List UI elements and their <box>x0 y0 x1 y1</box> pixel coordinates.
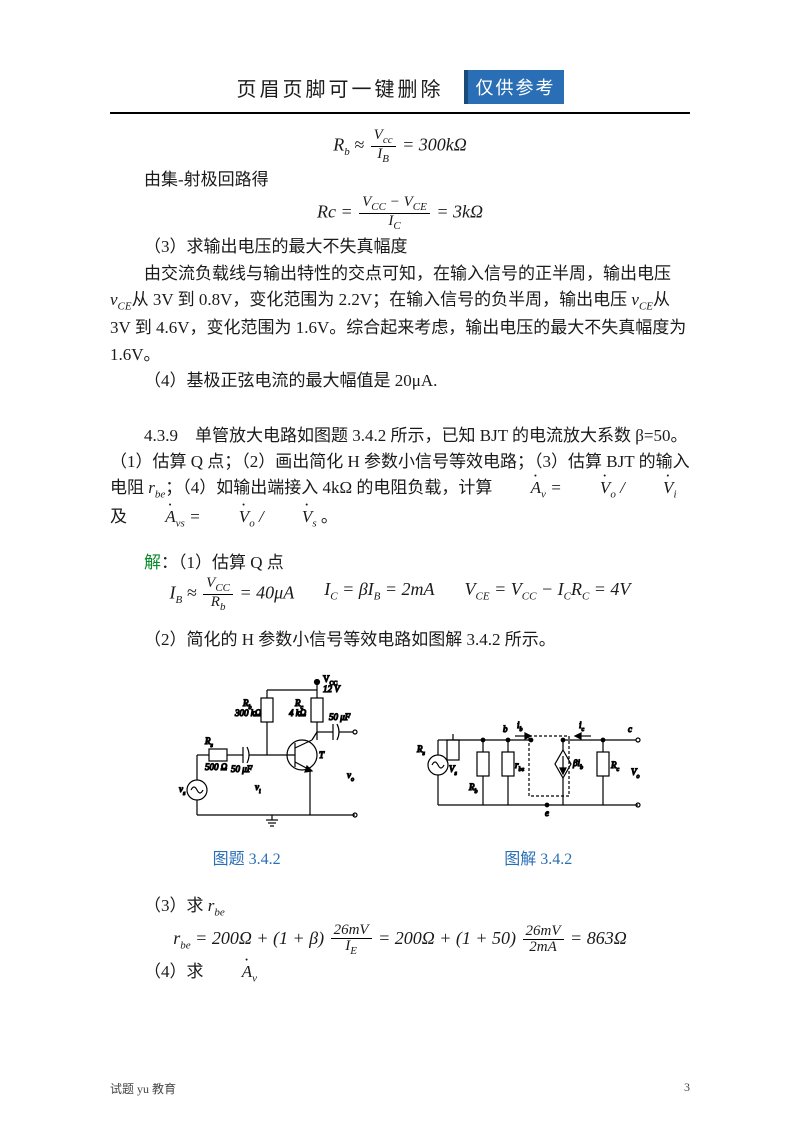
footer-left: 试题 yu 教育 <box>110 1080 176 1097</box>
problem-439: 4.3.9 单管放大电路如图题 3.4.2 所示，已知 BJT 的电流放大系数 … <box>110 423 690 533</box>
footer-page-number: 3 <box>684 1080 690 1097</box>
svg-text:rbe: rbe <box>515 760 525 773</box>
svg-text:vs: vs <box>179 784 186 797</box>
svg-text:50 μF: 50 μF <box>329 712 351 722</box>
figures-row: VCC 12 V Rc 4 kΩ Rb 300 kΩ <box>110 670 690 840</box>
svg-text:Rs: Rs <box>204 736 214 749</box>
header-divider <box>110 112 690 114</box>
svg-text:500 Ω: 500 Ω <box>205 762 228 772</box>
section-4: （4）基极正弦电流的最大幅值是 20μA. <box>110 368 690 394</box>
svg-text:Rs: Rs <box>416 744 426 757</box>
svg-text:300 kΩ: 300 kΩ <box>234 708 262 718</box>
figure-right: b ib c ic <box>403 710 653 840</box>
svg-text:Vs: Vs <box>449 764 458 777</box>
svg-text:b: b <box>503 724 508 734</box>
figure-left: VCC 12 V Rc 4 kΩ Rb 300 kΩ <box>147 670 367 840</box>
svg-text:Rb: Rb <box>468 782 478 795</box>
equation-q-point: IB ≈ VCCRb = 40μA IC = βIB = 2mA VCE = V… <box>110 576 690 613</box>
spacer <box>110 613 690 627</box>
svg-text:c: c <box>628 724 632 734</box>
caption-right: 图解 3.4.2 <box>413 848 663 873</box>
spacer <box>110 395 690 423</box>
svg-text:vi: vi <box>255 782 261 795</box>
header-badge: 仅供参考 <box>464 70 564 104</box>
section-2b: （2）简化的 H 参数小信号等效电路如图解 3.4.2 所示。 <box>110 627 690 653</box>
svg-text:50 μF: 50 μF <box>231 764 253 774</box>
section-3b: （3）求 rbe <box>110 893 690 921</box>
spacer <box>110 532 690 550</box>
section-3-title: （3）求输出电压的最大不失真幅度 <box>110 234 690 260</box>
svg-text:vo: vo <box>347 770 354 783</box>
equation-rc: Rc = VCC − VCEIC = 3kΩ <box>110 195 690 232</box>
line-collector-emitter: 由集-射极回路得 <box>110 167 690 193</box>
svg-text:T: T <box>319 750 325 760</box>
page-footer: 试题 yu 教育 3 <box>110 1080 690 1097</box>
spacer <box>110 883 690 893</box>
circuit-diagram-left: VCC 12 V Rc 4 kΩ Rb 300 kΩ <box>147 670 367 840</box>
svg-text:Rc: Rc <box>610 760 620 773</box>
circuit-diagram-right: b ib c ic <box>403 710 653 840</box>
header-text: 页眉页脚可一键删除 <box>237 73 444 102</box>
solution-line: 解：（1）估算 Q 点 <box>110 550 690 576</box>
section-4b: （4）求 Av <box>110 959 690 987</box>
page-header: 页眉页脚可一键删除 仅供参考 <box>110 70 690 112</box>
figure-captions: 图题 3.4.2 图解 3.4.2 <box>110 844 690 873</box>
solution-label: 解 <box>144 553 161 572</box>
svg-text:4 kΩ: 4 kΩ <box>289 708 307 718</box>
svg-text:βib: βib <box>572 758 583 771</box>
section-3-body: 由交流负载线与输出特性的交点可知，在输入信号的正半周，输出电压 vCE从 3V … <box>110 261 690 368</box>
caption-left: 图题 3.4.2 <box>137 848 357 873</box>
svg-text:ib: ib <box>517 720 523 733</box>
svg-text:e: e <box>545 808 549 818</box>
svg-text:12 V: 12 V <box>323 684 341 694</box>
equation-rbe: rbe = 200Ω + (1 + β) 26mVIE = 200Ω + (1 … <box>110 923 690 957</box>
svg-text:Vo: Vo <box>631 767 640 780</box>
equation-rb: Rb ≈ VccIB = 300kΩ <box>110 128 690 165</box>
content: Rb ≈ VccIB = 300kΩ 由集-射极回路得 Rc = VCC − V… <box>110 128 690 987</box>
svg-text:ic: ic <box>579 720 585 733</box>
